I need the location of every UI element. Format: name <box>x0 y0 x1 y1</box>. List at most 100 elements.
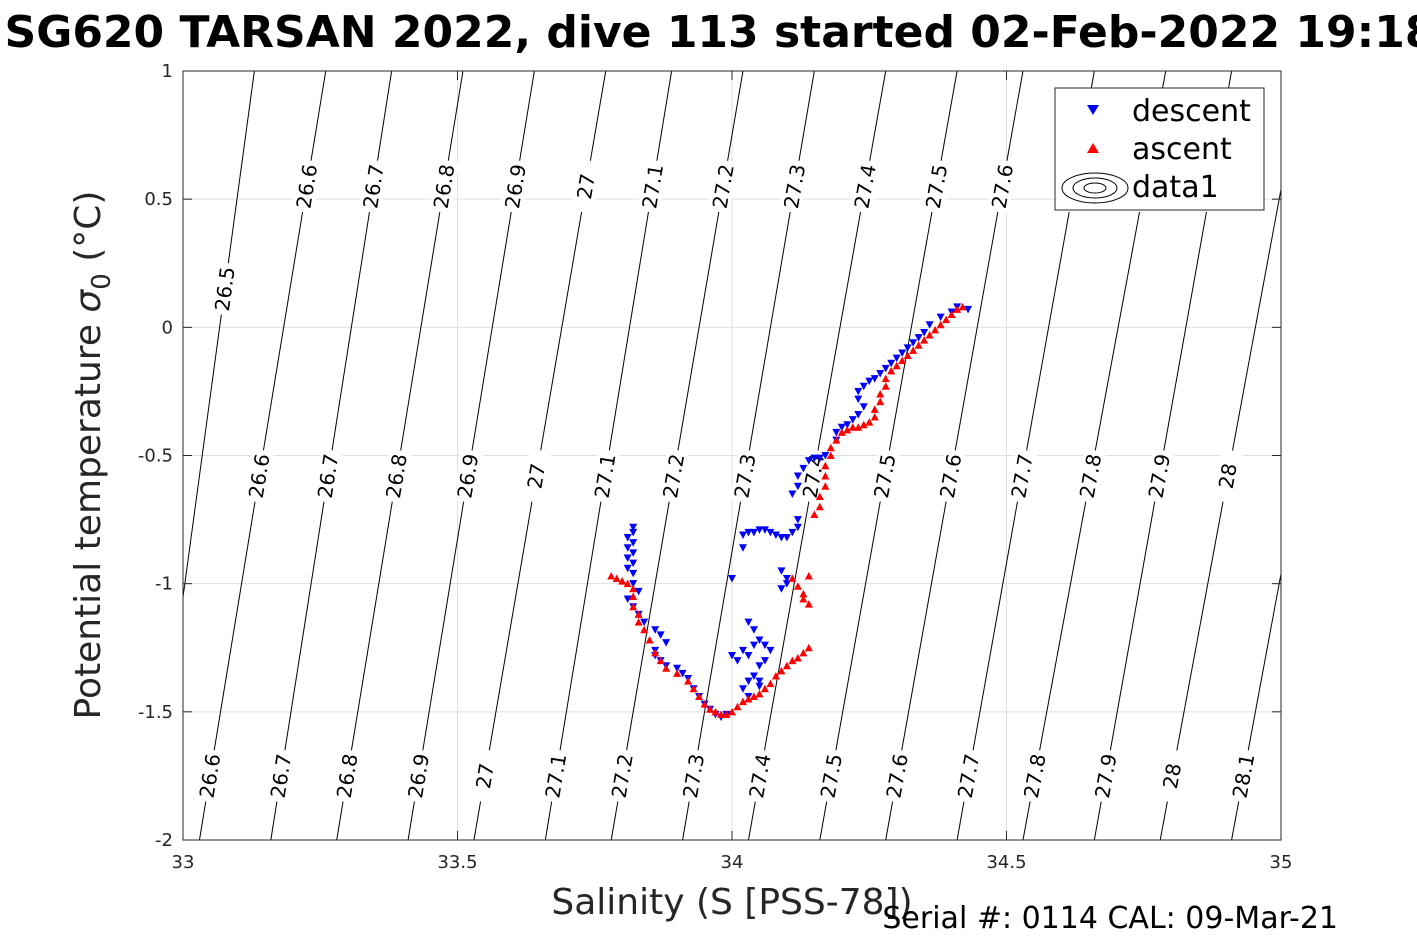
ascent-point <box>837 428 846 436</box>
contour-label-bg <box>540 748 571 804</box>
contour-label-bg <box>291 158 322 214</box>
descent-point <box>623 595 632 604</box>
contour-label-bg <box>869 448 901 504</box>
legend-descent-marker <box>1087 105 1099 115</box>
contour-label-bg <box>779 158 810 214</box>
ascent-point <box>793 582 802 590</box>
ascent-point <box>607 571 616 580</box>
ascent-point <box>826 443 835 452</box>
descent-point <box>925 321 934 329</box>
descent-point <box>870 375 879 383</box>
contour-label-bg <box>403 748 434 804</box>
contour-label-bg <box>637 158 668 214</box>
descent-point <box>821 452 830 460</box>
ascent-point <box>645 636 654 644</box>
contour-label-bg <box>678 748 709 804</box>
descent-point <box>678 669 687 678</box>
x-axis-label: Salinity (S [PSS-78]) <box>551 882 912 923</box>
descent-point <box>793 516 802 524</box>
descent-point <box>859 403 868 411</box>
ascent-point <box>749 692 758 700</box>
descent-point <box>629 523 638 532</box>
contour-label-bg <box>986 158 1018 214</box>
contour-label-bg <box>469 748 501 804</box>
descent-point <box>744 528 753 537</box>
contour-label-bg <box>381 448 412 504</box>
ascent-point <box>953 305 962 313</box>
descent-point <box>848 416 857 424</box>
contour-label-bg <box>1143 448 1175 504</box>
descent-point <box>656 631 665 639</box>
descent-point <box>777 585 786 593</box>
ascent-point <box>793 654 802 662</box>
descent-point <box>755 677 764 686</box>
ascent-point <box>706 705 715 713</box>
descent-point <box>738 685 747 693</box>
descent-point <box>755 682 764 691</box>
descent-point <box>738 544 747 552</box>
ascent-point <box>925 331 934 339</box>
ascent-point <box>892 361 901 370</box>
descent-point <box>738 531 747 539</box>
legend-data1-label: data1 <box>1132 170 1219 205</box>
ascent-point <box>695 692 704 700</box>
ascent-point <box>629 602 638 611</box>
ascent-point <box>766 679 775 688</box>
contour-label-bg <box>521 448 552 504</box>
ascent-point <box>909 346 918 354</box>
ascent-point <box>947 310 956 319</box>
contour-label-bg <box>570 158 602 214</box>
descent-point <box>744 618 753 627</box>
ascent-point <box>848 423 857 431</box>
ascent-point <box>612 574 621 583</box>
x-tick-label: 34 <box>721 852 744 873</box>
descent-point <box>843 421 852 429</box>
ascent-point <box>843 425 852 434</box>
contour-label-bg <box>815 748 847 804</box>
descent-point <box>771 531 780 539</box>
ascent-point <box>760 684 769 693</box>
contour-label-bg <box>244 448 275 504</box>
y-tick-label: -2 <box>155 830 173 851</box>
contour-label-bg <box>953 748 984 804</box>
contour-label-bg <box>921 158 952 214</box>
descent-point <box>673 664 682 673</box>
ascent-point <box>958 302 967 311</box>
ascent-point <box>640 625 649 634</box>
descent-point <box>777 534 786 542</box>
y-tick-label: 0 <box>162 317 173 338</box>
contour-label-bg <box>1227 748 1260 804</box>
contour-label-bg <box>707 158 739 214</box>
ascent-point <box>903 351 912 360</box>
y-axis-label: Potential temperature σ0 (°C) <box>68 191 117 720</box>
descent-point <box>892 354 901 363</box>
ascent-point <box>629 592 638 600</box>
ascent-point <box>684 677 693 685</box>
ascent-point <box>755 689 764 698</box>
descent-point <box>788 528 797 537</box>
ascent-point <box>744 695 753 703</box>
ascent-point <box>777 666 786 675</box>
ascent-point <box>728 707 736 716</box>
contour-line-28.1 <box>1231 571 1281 840</box>
descent-point <box>881 364 890 373</box>
ascent-point <box>815 502 824 511</box>
contour-label-bg <box>1074 448 1107 504</box>
contour-label-bg <box>590 448 621 504</box>
ascent-point <box>854 423 863 431</box>
contour-label-bg <box>358 158 389 214</box>
descent-point <box>662 639 671 647</box>
y-tick-label: 0.5 <box>144 189 173 210</box>
descent-point <box>749 672 758 680</box>
contour-label-28: 28 <box>1214 461 1242 490</box>
ascent-point <box>634 610 643 618</box>
ascent-point <box>673 669 682 677</box>
descent-point <box>766 528 775 537</box>
descent-point <box>859 382 868 391</box>
descent-point <box>782 534 791 542</box>
descent-point <box>738 646 747 655</box>
ascent-point <box>804 643 813 652</box>
contour-label-27: 27 <box>572 172 600 201</box>
x-tick-label: 34.5 <box>986 852 1026 873</box>
ascent-point <box>651 648 660 657</box>
